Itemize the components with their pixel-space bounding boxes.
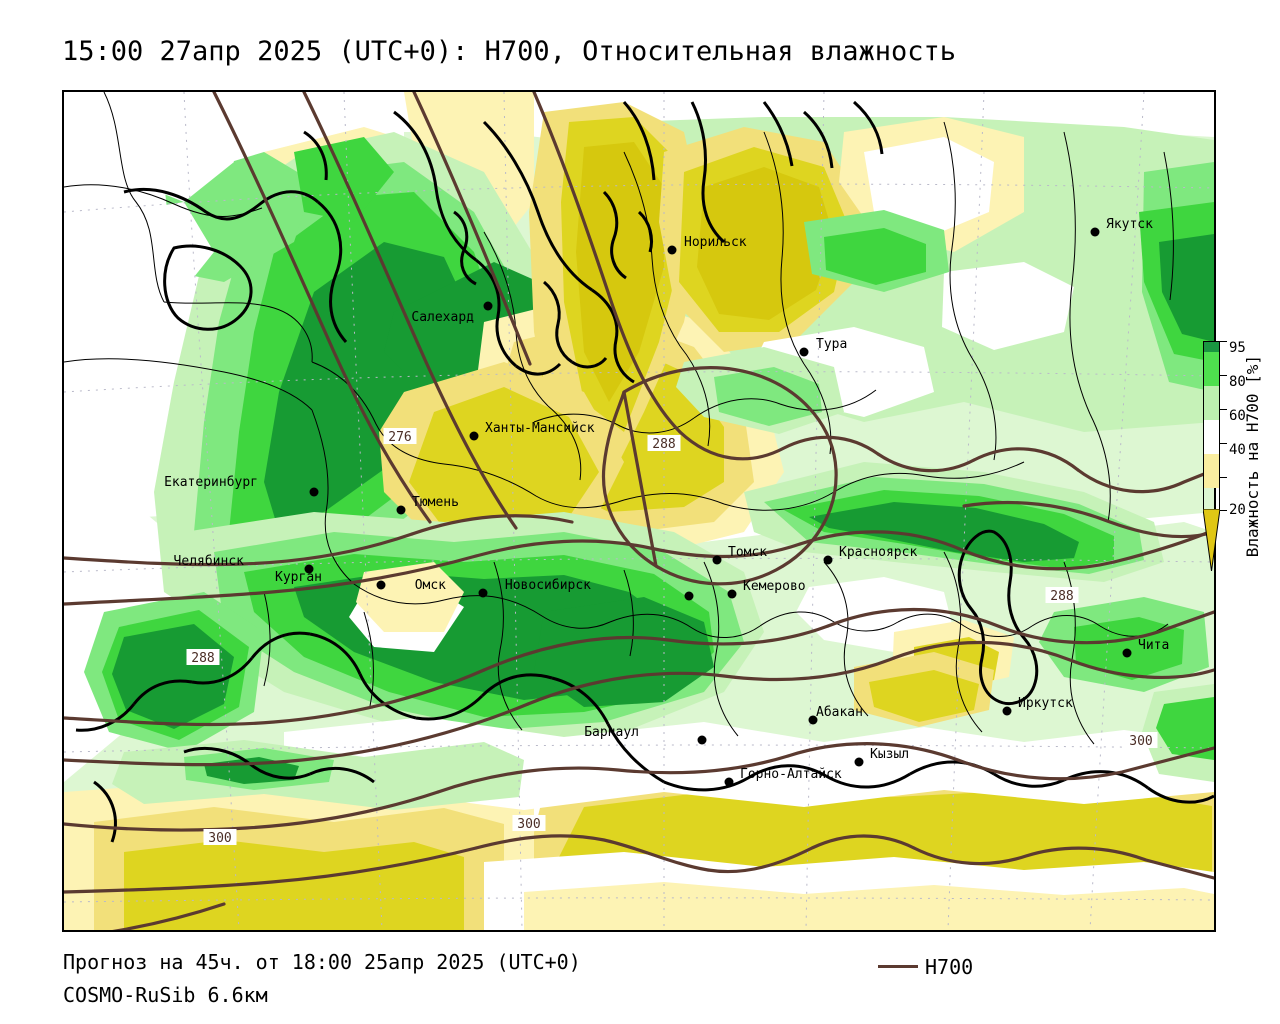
city-label: Иркутск xyxy=(1018,696,1073,711)
city-label: Салехард xyxy=(411,310,474,325)
city-dot[interactable] xyxy=(823,555,833,565)
colorbar-band-20to40 xyxy=(1204,454,1219,488)
city-label: Чита xyxy=(1138,638,1169,653)
city-dot[interactable] xyxy=(469,431,479,441)
h700-contours xyxy=(64,92,1214,930)
city-dot[interactable] xyxy=(483,301,493,311)
city-label: Горно-Алтайск xyxy=(740,767,842,782)
city-label: Барнаул xyxy=(584,725,639,740)
city-label: Якутск xyxy=(1106,217,1153,232)
page-title: 15:00 27апр 2025 (UTC+0): H700, Относите… xyxy=(62,36,957,67)
contour-label: 300 xyxy=(208,831,231,846)
colorbar-tick-40: 40 xyxy=(1229,442,1246,458)
colorbar-tick-95: 95 xyxy=(1229,340,1246,356)
city-label: Курган xyxy=(275,570,322,585)
city-dot[interactable] xyxy=(854,757,864,767)
h700-legend-label: H700 xyxy=(925,955,974,979)
city-dot[interactable] xyxy=(808,715,818,725)
model-name-line: COSMO-RuSib 6.6км xyxy=(63,983,268,1007)
contour-label: 300 xyxy=(517,817,540,832)
contour-label-bg xyxy=(203,829,237,845)
forecast-info-line: Прогноз на 45ч. от 18:00 25апр 2025 (UTC… xyxy=(63,950,581,974)
colorbar-axis-title: Влажность на H700 [%] xyxy=(1243,355,1262,558)
city-label: Екатеринбург xyxy=(164,475,258,490)
colorbar-tick-60: 60 xyxy=(1229,408,1246,424)
city-dot[interactable] xyxy=(799,347,809,357)
city-dot[interactable] xyxy=(396,505,406,515)
city-label: Абакан xyxy=(816,705,863,720)
map-canvas[interactable]: Якутск Норильск Салехард Тура Ханты-Мансийск… xyxy=(64,92,1214,930)
city-dot[interactable] xyxy=(1002,706,1012,716)
colorbar-tick-line xyxy=(1220,409,1227,410)
colorbar-tick-80: 80 xyxy=(1229,374,1246,390)
coastlines xyxy=(75,100,1214,843)
colorbar-tick-line xyxy=(1220,477,1227,478)
city-dot[interactable] xyxy=(727,589,737,599)
city-label: Ханты-Мансийск xyxy=(485,421,595,436)
city-dot[interactable] xyxy=(478,588,488,598)
colorbar-band-95 xyxy=(1204,342,1219,352)
contour-label-bg xyxy=(383,428,417,444)
contour-label-bg xyxy=(1124,732,1158,748)
contour-label: 276 xyxy=(388,430,411,445)
city-dot[interactable] xyxy=(697,735,707,745)
colorbar-band-80to95 xyxy=(1204,352,1219,386)
contour-label-bg xyxy=(186,649,220,665)
city-label: Кызыл xyxy=(870,747,909,762)
colorbar-band-40to60 xyxy=(1204,420,1219,454)
city-label: Кемерово xyxy=(743,579,806,594)
contour-label-bg xyxy=(512,815,546,831)
city-dot[interactable] xyxy=(724,777,734,787)
city-dot[interactable] xyxy=(684,591,694,601)
colorbar-tick-line xyxy=(1220,341,1227,342)
region-boundaries xyxy=(64,92,1174,745)
colorbar-arrow xyxy=(1203,509,1220,571)
city-label: Челябинск xyxy=(174,554,245,569)
city-dot[interactable] xyxy=(712,555,722,565)
city-label: Красноярск xyxy=(839,545,917,560)
city-layer: Якутск Норильск Салехард Тура Ханты-Мансийск… xyxy=(164,217,1169,787)
contour-label: 288 xyxy=(191,651,214,666)
colorbar-tick-20: 20 xyxy=(1229,502,1246,518)
contour-label-bg xyxy=(1045,587,1079,603)
contour-label: 288 xyxy=(1050,589,1073,604)
city-dot[interactable] xyxy=(376,580,386,590)
city-label: Тюмень xyxy=(412,495,459,510)
h700-legend-swatch xyxy=(878,965,918,968)
city-dot[interactable] xyxy=(309,487,319,497)
city-label: Новосибирск xyxy=(505,578,591,593)
colorbar-tick-line xyxy=(1220,375,1227,376)
city-dot[interactable] xyxy=(1122,648,1132,658)
contour-label-bg xyxy=(647,435,681,451)
contour-label: 300 xyxy=(1129,734,1152,749)
colorbar xyxy=(1203,341,1220,510)
city-label: Омск xyxy=(415,578,446,593)
colorbar-tick-line xyxy=(1220,443,1227,444)
city-dot[interactable] xyxy=(667,245,677,255)
contour-label-layer: 276 288 288 288 300 300 300 xyxy=(186,428,1158,846)
city-label: Норильск xyxy=(684,235,747,250)
city-label: Тура xyxy=(816,337,847,352)
colorbar-tick-line xyxy=(1220,510,1227,511)
city-dot[interactable] xyxy=(304,564,314,574)
map-frame[interactable]: Якутск Норильск Салехард Тура Ханты-Мансийск… xyxy=(62,90,1216,932)
contour-label: 288 xyxy=(652,437,675,452)
city-dot[interactable] xyxy=(1090,227,1100,237)
colorbar-band-60to80 xyxy=(1204,386,1219,420)
city-label: Томск xyxy=(728,545,767,560)
